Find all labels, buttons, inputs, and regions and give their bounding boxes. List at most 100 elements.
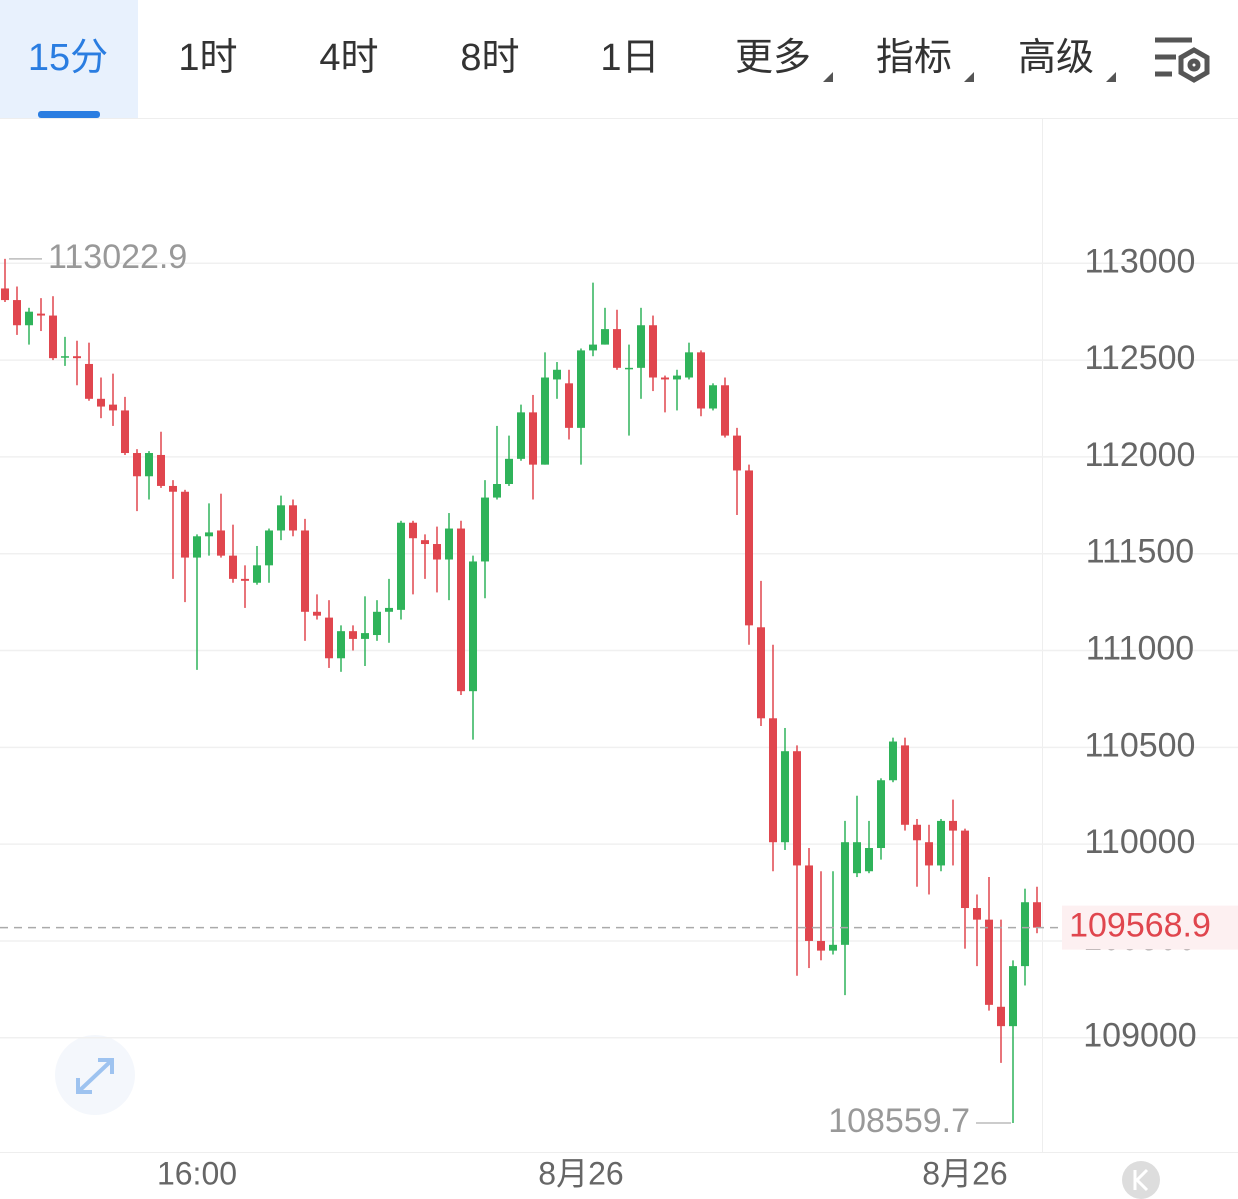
candle-body [409, 522, 417, 539]
candle-body [889, 741, 897, 781]
settings-icon[interactable] [1155, 37, 1210, 83]
candle-body [925, 842, 933, 866]
candle-body [1033, 902, 1041, 928]
candle-body [313, 611, 321, 616]
candle-body [337, 631, 345, 659]
candle-body [241, 578, 249, 581]
candle-body [373, 611, 381, 636]
x-tick-label: 16:00 [157, 1155, 237, 1191]
y-tick-label: 112000 [1085, 436, 1196, 474]
candle-body [349, 631, 357, 639]
x-tick-label: 8月26 [922, 1155, 1007, 1191]
candle-body [1009, 966, 1017, 1027]
candle-body [49, 315, 57, 359]
tab[interactable]: 高级 [1018, 37, 1094, 79]
candle-body [133, 453, 141, 477]
min-label: 108559.7 [828, 1102, 970, 1140]
candle-body [1, 288, 9, 301]
candle-body [637, 325, 645, 368]
candle-body [109, 404, 117, 411]
candle-body [625, 367, 633, 370]
candle-body [757, 627, 765, 719]
tab[interactable]: 8时 [460, 37, 519, 79]
candle-body [817, 940, 825, 951]
candle-body [361, 633, 369, 639]
candle-body [853, 842, 861, 874]
candle-body [601, 329, 609, 345]
candle-body [793, 751, 801, 866]
candle-body [541, 377, 549, 465]
tab[interactable]: 4时 [319, 37, 378, 79]
candle-body [805, 865, 813, 941]
candle-body [433, 544, 441, 560]
candle-body [505, 458, 513, 485]
candle-body [217, 530, 225, 556]
tab[interactable]: 15分 [28, 37, 108, 79]
y-tick-label: 110000 [1085, 823, 1196, 861]
candle-body [901, 745, 909, 825]
candle-body [97, 398, 105, 407]
candle-body [397, 522, 405, 610]
tab[interactable]: 更多 [735, 37, 811, 79]
candle-body [985, 919, 993, 1005]
tab[interactable]: 指标 [876, 37, 952, 79]
expand-button[interactable] [55, 1035, 135, 1115]
candle-body [649, 325, 657, 378]
candle-body [997, 1006, 1005, 1027]
candle-body [877, 780, 885, 849]
candle-body [193, 536, 201, 558]
candle-body [181, 491, 189, 558]
candle-body [85, 363, 93, 399]
candle-body [829, 944, 837, 951]
candle-body [121, 410, 129, 454]
candle-body [865, 848, 873, 872]
tab[interactable]: 1时 [178, 37, 237, 79]
candle-body [973, 908, 981, 920]
candle-body [913, 824, 921, 841]
dropdown-caret [964, 72, 974, 82]
candle-body [421, 540, 429, 545]
dropdown-caret [1106, 72, 1116, 82]
candle-body [301, 530, 309, 612]
candle-body [145, 453, 153, 477]
candle-body [529, 412, 537, 465]
candle-body [709, 385, 717, 409]
candle-body [325, 617, 333, 659]
candle-body [721, 385, 729, 436]
candle-body [841, 842, 849, 945]
candle-body [277, 505, 285, 531]
candle-body [73, 356, 81, 359]
candle-body [613, 329, 621, 368]
candle-body [961, 830, 969, 909]
candle-body [673, 375, 681, 380]
candle-body [745, 470, 753, 626]
y-tick-label: 112500 [1085, 339, 1196, 377]
candle-body [385, 607, 393, 612]
candle-body [169, 485, 177, 492]
candle-body [457, 528, 465, 692]
candle-body [265, 530, 273, 566]
y-tick-label: 111000 [1086, 630, 1194, 668]
candle-body [565, 383, 573, 428]
active-tab-bg [0, 0, 138, 118]
candle-body [493, 484, 501, 498]
candle-body [205, 532, 213, 537]
candle-body [25, 311, 33, 326]
k-badge[interactable] [1122, 1161, 1160, 1199]
last-price-label: 109568.9 [1069, 907, 1211, 945]
candle-body [253, 565, 261, 583]
tab[interactable]: 1日 [600, 37, 659, 79]
last-price-box [1062, 905, 1238, 950]
candle-body [1021, 902, 1029, 967]
candle-body [517, 412, 525, 459]
active-tab-indicator [38, 111, 100, 118]
x-tick-label: 8月26 [538, 1155, 623, 1191]
candle-body [13, 300, 21, 326]
candle-body [61, 356, 69, 358]
candle-body [229, 555, 237, 579]
candle-body [949, 820, 957, 831]
y-tick-label: 113000 [1085, 242, 1196, 280]
candle-body [769, 718, 777, 843]
candle-body [589, 344, 597, 351]
